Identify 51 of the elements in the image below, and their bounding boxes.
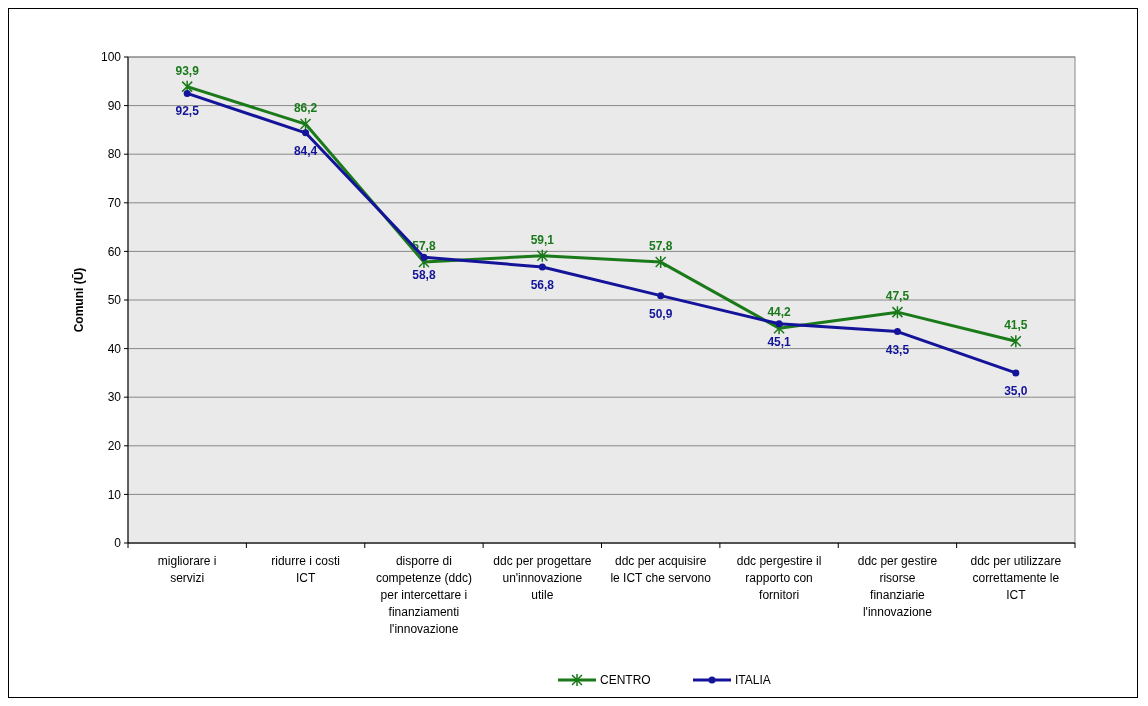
data-label: 45,1	[767, 334, 792, 349]
y-tick-label: 20	[107, 439, 122, 453]
point	[893, 328, 901, 336]
point	[775, 320, 783, 328]
point	[181, 79, 193, 94]
x-tick-label: ddc per progettare un'innovazione utile	[493, 554, 592, 602]
data-label: 43,5	[885, 342, 910, 357]
data-label: 92,5	[175, 104, 200, 119]
point	[891, 305, 904, 319]
y-tick-label: 80	[107, 147, 122, 162]
data-label: 57,8	[649, 239, 673, 254]
data-label: 44,2	[767, 305, 792, 320]
point	[657, 292, 665, 300]
y-tick-label: 40	[107, 341, 122, 356]
x-tick-label: ridurre i costi ICT	[271, 554, 340, 585]
y-tick-label: 0	[114, 536, 122, 551]
data-label: 86,2	[293, 101, 318, 116]
point	[1010, 334, 1022, 349]
y-tick-label: 70	[107, 196, 122, 210]
point	[654, 255, 667, 269]
y-axis-title: Comuni (Ū)	[72, 267, 86, 333]
data-label: 93,9	[175, 63, 200, 78]
legend-label: CENTRO	[600, 673, 651, 688]
point	[1012, 369, 1020, 377]
y-tick-label: 60	[107, 244, 122, 259]
y-tick-label: 100	[100, 50, 122, 65]
y-tick-label: 50	[107, 293, 122, 308]
x-tick-label: ddc per utilizzare correttamente le ICT	[970, 554, 1062, 602]
data-label: 50,9	[649, 306, 673, 321]
data-label: 84,4	[293, 143, 318, 158]
x-tick-label: ddc per acquisire le ICT che servono	[610, 554, 712, 585]
y-tick-label: 30	[107, 390, 122, 405]
point	[302, 129, 310, 137]
y-tick-label: 90	[107, 98, 122, 113]
point	[183, 89, 191, 97]
data-label: 56,8	[530, 277, 555, 292]
data-label: 59,1	[530, 232, 555, 247]
x-tick-label: ddc pergestire il rapporto con fornitori	[736, 554, 822, 602]
data-label: 41,5	[1004, 318, 1028, 333]
data-label: 35,0	[1004, 383, 1028, 398]
legend-label: ITALIA	[735, 673, 771, 688]
x-tick-label: ddc per gestire risorse finanziarie l'innovazione	[857, 554, 938, 619]
point	[536, 249, 549, 263]
data-label: 47,5	[885, 289, 910, 304]
y-tick-label: 10	[107, 487, 122, 502]
point	[420, 253, 428, 261]
point	[538, 263, 546, 271]
data-label: 58,8	[412, 268, 436, 283]
x-tick-label: migliorare i servizi	[157, 554, 217, 585]
x-tick-label: disporre di competenze (ddc) per intercettare i finanziamenti l'innovazione	[375, 554, 472, 636]
point	[299, 117, 312, 131]
